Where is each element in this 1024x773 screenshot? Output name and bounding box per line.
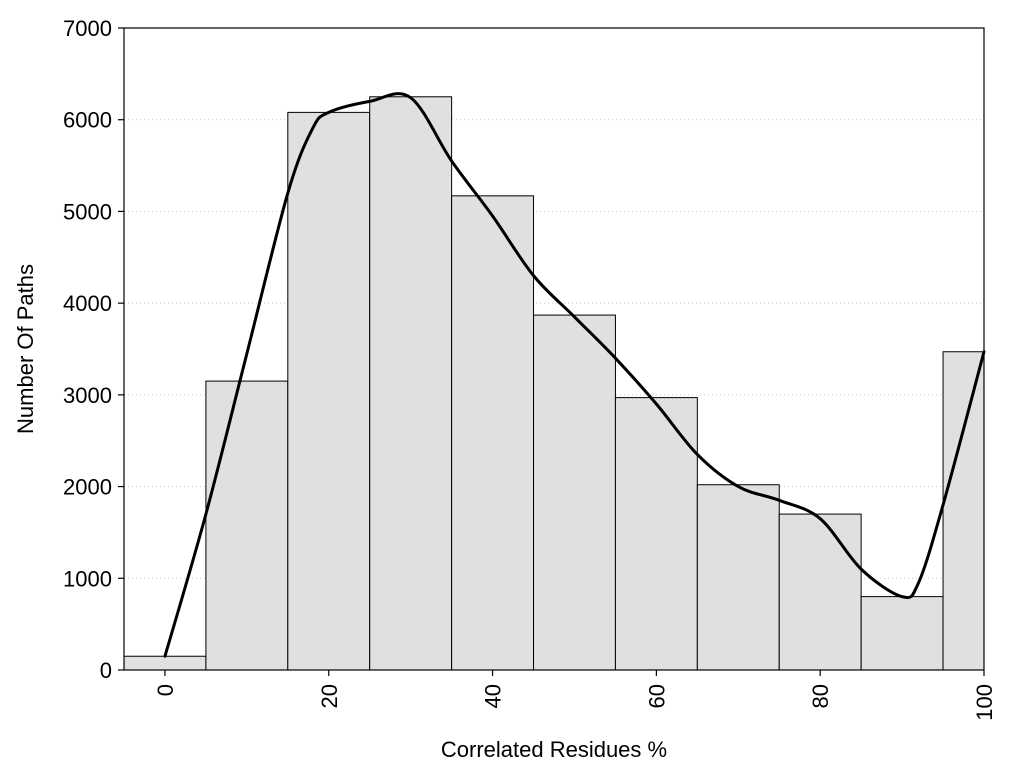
density-curve bbox=[163, 92, 986, 658]
x-axis-title: Correlated Residues % bbox=[441, 737, 667, 762]
histogram-bar bbox=[533, 314, 616, 671]
y-tick-label: 4000 bbox=[63, 291, 112, 316]
y-tick-label: 0 bbox=[100, 658, 112, 683]
histogram-bar bbox=[860, 596, 944, 671]
x-tick-label: 0 bbox=[153, 684, 178, 696]
histogram-bar bbox=[205, 380, 289, 671]
histogram-bar bbox=[696, 484, 780, 671]
y-tick-label: 1000 bbox=[63, 566, 112, 591]
x-tick-label: 100 bbox=[972, 684, 997, 721]
y-axis-title: Number Of Paths bbox=[13, 264, 38, 434]
y-tick-label: 3000 bbox=[63, 383, 112, 408]
histogram-bar bbox=[778, 513, 862, 671]
y-tick-label: 2000 bbox=[63, 475, 112, 500]
x-tick-label: 80 bbox=[808, 684, 833, 708]
x-tick-label: 40 bbox=[481, 684, 506, 708]
histogram-bar bbox=[451, 195, 535, 671]
histogram-bar bbox=[123, 655, 207, 671]
histogram-bar bbox=[614, 397, 698, 671]
histogram-bar bbox=[942, 351, 985, 671]
histogram-bar bbox=[369, 96, 453, 671]
bar-layer bbox=[123, 96, 985, 671]
y-tick-label: 6000 bbox=[63, 108, 112, 133]
histogram-bar bbox=[287, 111, 371, 671]
y-tick-label: 7000 bbox=[63, 16, 112, 41]
tick-layer: 0 1000 2000 3000 4000 5000 6000 7000 0 20 40 60 80 10… bbox=[63, 16, 997, 721]
plot-frame bbox=[123, 27, 985, 671]
x-tick-label: 60 bbox=[644, 684, 669, 708]
x-tick-label: 20 bbox=[317, 684, 342, 708]
line-layer bbox=[163, 92, 986, 658]
y-tick-label: 5000 bbox=[63, 199, 112, 224]
